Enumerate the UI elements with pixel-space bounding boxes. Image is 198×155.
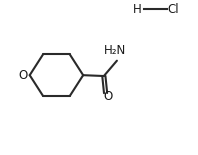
Text: H₂N: H₂N <box>104 44 126 57</box>
Text: H: H <box>133 3 142 16</box>
Text: O: O <box>19 69 28 82</box>
Text: Cl: Cl <box>168 3 179 16</box>
Text: O: O <box>103 91 112 103</box>
